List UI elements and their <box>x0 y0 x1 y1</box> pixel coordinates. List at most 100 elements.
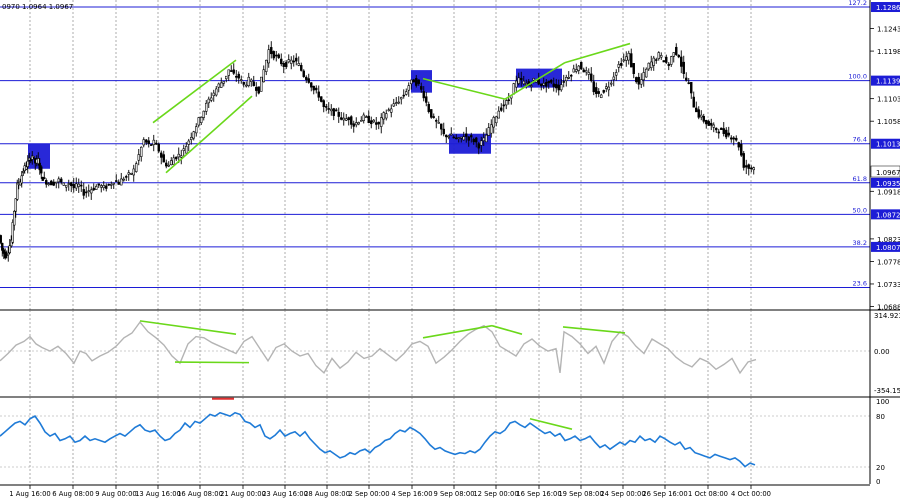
candle-body <box>350 116 353 125</box>
candle-body <box>562 81 565 83</box>
candle-body <box>13 211 16 226</box>
candle-body <box>97 183 100 186</box>
time-label: 16 Aug 08:00 <box>177 490 223 498</box>
candle-body <box>85 191 88 194</box>
candle-body <box>125 176 128 178</box>
candle-body <box>370 120 373 125</box>
candle-body <box>62 182 65 186</box>
fib-price-tag-61.8: 1.0935 <box>876 180 900 188</box>
candle-body <box>282 62 285 67</box>
candle-body <box>630 53 633 68</box>
candle-body <box>515 80 518 88</box>
candle-body <box>317 91 320 98</box>
candle-body <box>617 64 620 68</box>
candle-body <box>280 58 283 65</box>
candle-body <box>712 124 715 128</box>
price-tick-label: 1.0918 <box>877 188 900 196</box>
candle-body <box>167 164 170 167</box>
candle-body <box>400 97 403 100</box>
candle-body <box>67 183 70 185</box>
fib-price-tag-bg <box>871 2 900 13</box>
candle-body <box>752 167 755 171</box>
candle-body <box>537 79 540 85</box>
candle-body <box>530 85 533 87</box>
candle-body <box>55 181 58 184</box>
candle-body <box>487 127 490 136</box>
candle-body <box>595 87 598 94</box>
fib-ratio-23.6: 23.6 <box>853 279 867 287</box>
candle-body <box>435 120 438 122</box>
candle-body <box>690 82 693 94</box>
candle-body <box>702 116 705 122</box>
price-tick-label: 1.1243 <box>877 26 900 34</box>
candle-body <box>727 132 730 136</box>
candle-body <box>367 115 370 124</box>
candle-body <box>29 159 32 162</box>
candle-body <box>8 245 11 253</box>
candle-body <box>14 198 17 212</box>
candle-body <box>230 70 233 72</box>
candle-body <box>197 117 200 126</box>
candle-body <box>670 56 673 65</box>
candle-body <box>430 109 433 118</box>
candle-body <box>667 63 670 66</box>
candle-body <box>582 69 585 73</box>
candle-body <box>735 137 738 141</box>
candle-body <box>127 172 130 175</box>
candle-body <box>337 111 340 117</box>
time-label: 9 Sep 08:00 <box>433 490 474 498</box>
candle-body <box>315 87 318 91</box>
candle-body <box>577 65 580 71</box>
candle-body <box>80 184 83 187</box>
candle-body <box>312 85 315 91</box>
candle-body <box>612 76 615 80</box>
candle-body <box>552 83 555 87</box>
fib-price-tag-bg <box>871 241 900 252</box>
stochastic-indicator-panel: 100 80 20 0 <box>0 397 889 486</box>
candle-body <box>715 127 718 131</box>
candle-body <box>307 78 310 83</box>
fib-price-tag-76.4: 1.1013 <box>876 141 900 149</box>
candle-body <box>625 56 628 61</box>
stochastic-line <box>0 411 756 468</box>
stochastic-divergence-lines <box>529 417 573 430</box>
stochastic-tick-20: 20 <box>876 464 885 472</box>
candle-body <box>352 123 355 127</box>
candle-body <box>375 122 378 125</box>
candle-body <box>357 122 360 125</box>
candle-body <box>112 182 115 185</box>
candle-body <box>92 187 95 191</box>
candle-body <box>745 165 748 168</box>
candle-body <box>402 94 405 97</box>
candle-body <box>177 153 180 158</box>
candle-body <box>187 140 190 145</box>
time-label: 13 Aug 16:00 <box>135 490 181 498</box>
candle-body <box>28 157 31 161</box>
candle-body <box>740 143 743 156</box>
candle-body <box>522 80 525 85</box>
candle-body <box>717 131 720 134</box>
candle-body <box>137 154 140 161</box>
candle-body <box>540 83 543 86</box>
cci-divergence-lines <box>139 320 626 364</box>
candle-body <box>480 140 483 146</box>
time-label: 1 Aug 16:00 <box>9 490 51 498</box>
price-tick-label: 1.0823 <box>877 236 900 244</box>
candle-body <box>622 59 625 62</box>
candle-body <box>557 84 560 91</box>
time-label: 23 Aug 16:00 <box>262 490 308 498</box>
candle-body <box>275 54 278 57</box>
candle-body <box>710 122 713 126</box>
candle-body <box>175 156 178 160</box>
candle-body <box>297 63 300 66</box>
candle-body <box>70 182 73 187</box>
candle-body <box>140 146 143 157</box>
candle-body <box>542 83 545 86</box>
candle-body <box>240 79 243 81</box>
cci-divergence-line <box>562 326 626 334</box>
candle-body <box>592 81 595 93</box>
stochastic-tick-80: 80 <box>876 413 885 421</box>
candle-body <box>105 185 108 189</box>
candle-body <box>532 78 535 81</box>
